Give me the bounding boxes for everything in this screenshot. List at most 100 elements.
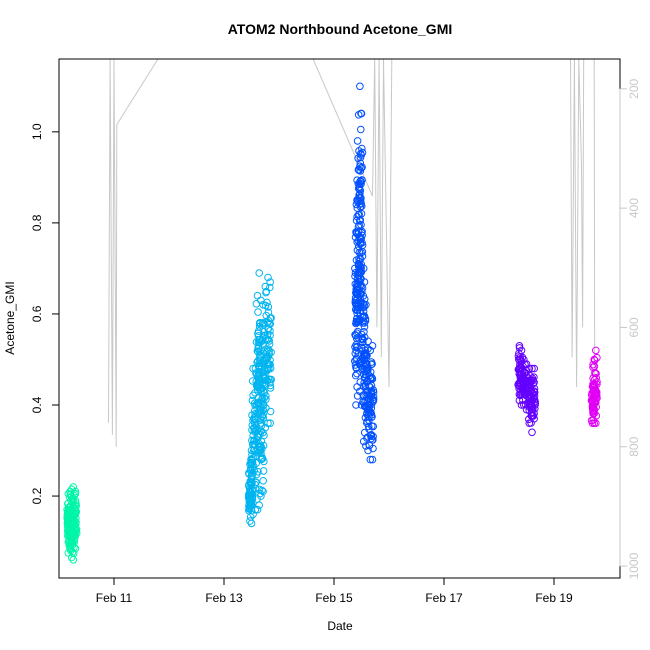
data-point-1-3-7 bbox=[252, 478, 260, 487]
data-point-2-4-27 bbox=[360, 295, 369, 303]
data-point-1-6-end0 bbox=[257, 492, 265, 500]
data-point-1-3-11 bbox=[252, 459, 261, 468]
data-point-3-6-7 bbox=[531, 401, 539, 409]
data-point-2-2-27 bbox=[355, 185, 364, 194]
y-tick-label-2: 0.6 bbox=[30, 305, 44, 322]
data-point-2-8-16 bbox=[368, 375, 377, 383]
data-point-2-6-end0 bbox=[364, 446, 372, 455]
data-point-1-5-end0 bbox=[255, 501, 264, 510]
data-point-1-10-8 bbox=[266, 331, 274, 340]
data-point-0-4-10 bbox=[72, 529, 81, 537]
data-point-2-5-22 bbox=[361, 317, 370, 325]
data-point-2-0-25 bbox=[353, 342, 361, 351]
data-point-4-2-13 bbox=[593, 378, 601, 386]
data-point-2-8-end0 bbox=[368, 455, 377, 464]
data-point-2-4-8 bbox=[359, 338, 367, 347]
data-point-1-5-15 bbox=[255, 367, 263, 376]
data-point-4-2-1 bbox=[592, 411, 601, 420]
data-point-2-7-4 bbox=[367, 431, 376, 439]
data-point-2-8-20 bbox=[367, 387, 376, 395]
data-point-3-6-11 bbox=[530, 395, 539, 404]
y-axis-title: Acetone_GMI bbox=[3, 281, 17, 354]
data-point-2-8-3 bbox=[369, 444, 377, 453]
data-point-3-1-18 bbox=[518, 353, 527, 362]
x-tick-label-1: Feb 13 bbox=[205, 591, 243, 605]
data-point-2-5-13 bbox=[361, 370, 370, 379]
data-point-3-6-end1 bbox=[530, 364, 539, 373]
data-point-2-8-end1 bbox=[368, 342, 377, 350]
data-point-1-10-9 bbox=[266, 384, 275, 392]
data-point-1-9-21 bbox=[264, 324, 272, 333]
data-point-1-4-end1 bbox=[253, 291, 262, 300]
data-point-2-3-10 bbox=[358, 231, 366, 240]
data-point-2-4-31 bbox=[359, 307, 368, 316]
data-point-1-6-32 bbox=[256, 351, 264, 359]
data-point-2-3-49 bbox=[356, 159, 365, 167]
data-point-1-6-18 bbox=[257, 422, 266, 430]
data-point-1-4-33 bbox=[252, 300, 261, 308]
data-point-3-6-15 bbox=[530, 373, 538, 382]
right-tick-label-2: 600 bbox=[627, 317, 641, 337]
data-point-2-8-22 bbox=[368, 360, 376, 368]
data-point-2-4-26 bbox=[359, 317, 368, 325]
data-point-3-6-end0 bbox=[530, 414, 539, 423]
data-point-1-10-3 bbox=[266, 360, 274, 369]
pressure-trace-line bbox=[108, 59, 596, 447]
data-point-0-3-end1 bbox=[69, 483, 78, 491]
data-point-1-9-18 bbox=[263, 298, 271, 307]
data-point-2-2-end1 bbox=[356, 82, 364, 91]
data-point-2-3-42 bbox=[356, 167, 365, 175]
data-point-0-4-22 bbox=[70, 504, 79, 513]
data-point-1-1-19 bbox=[248, 490, 257, 499]
data-point-1-7-12 bbox=[259, 414, 268, 422]
x-tick-label-0: Feb 11 bbox=[96, 591, 133, 605]
data-point-2-8-8 bbox=[369, 432, 377, 441]
y-tick-label-4: 1.0 bbox=[30, 123, 44, 140]
data-point-3-6-13 bbox=[530, 384, 539, 393]
data-point-2-8-18 bbox=[367, 400, 376, 409]
data-point-1-7-19 bbox=[259, 410, 268, 419]
data-point-2-3-12 bbox=[357, 264, 365, 273]
x-tick-label-3: Feb 17 bbox=[425, 591, 463, 605]
data-point-1-7-16 bbox=[259, 428, 267, 437]
data-point-4-2-15 bbox=[591, 391, 600, 400]
data-point-2-3-39 bbox=[357, 164, 366, 172]
data-point-2-3-18 bbox=[357, 248, 365, 257]
data-point-2-7-13 bbox=[366, 409, 374, 417]
right-tick-label-4: 1000 bbox=[627, 552, 641, 579]
data-point-1-9-end1 bbox=[264, 273, 272, 282]
data-point-1-7-32 bbox=[259, 318, 268, 327]
x-tick-label-2: Feb 15 bbox=[315, 591, 353, 605]
data-point-2-6-7 bbox=[364, 422, 373, 431]
data-point-2-3-46 bbox=[358, 148, 367, 157]
data-point-2-2-55 bbox=[356, 197, 365, 205]
data-point-0-4-7 bbox=[70, 534, 79, 543]
data-point-2-8-23 bbox=[367, 392, 376, 401]
data-point-2-8-10 bbox=[369, 422, 378, 431]
data-point-1-1-11 bbox=[247, 491, 256, 500]
data-point-0-3-end0 bbox=[69, 556, 78, 564]
data-point-4-2-20 bbox=[592, 369, 600, 378]
data-point-3-5-end1 bbox=[528, 364, 536, 373]
data-point-2-3-43 bbox=[358, 176, 366, 184]
data-point-1-6-11 bbox=[257, 449, 265, 458]
data-point-1-0-end0 bbox=[246, 517, 254, 525]
data-point-2-4-30 bbox=[359, 312, 368, 321]
y-tick-label-3: 0.8 bbox=[30, 214, 44, 231]
data-point-0-4-20 bbox=[70, 516, 79, 525]
data-point-3-1-end0 bbox=[517, 401, 526, 409]
data-point-1-8-end1 bbox=[261, 282, 270, 291]
data-point-2-1-44 bbox=[353, 246, 362, 255]
data-point-2-6-10 bbox=[363, 417, 371, 426]
data-point-2-4-20 bbox=[360, 323, 369, 331]
data-point-1-2-16 bbox=[248, 458, 256, 467]
data-point-1-10-4 bbox=[267, 375, 276, 384]
data-point-0-3-9 bbox=[68, 538, 77, 547]
data-point-1-4-25 bbox=[254, 327, 263, 336]
data-point-1-7-end0 bbox=[259, 487, 267, 496]
x-tick-label-4: Feb 19 bbox=[535, 591, 573, 605]
plot-frame bbox=[58, 58, 621, 579]
data-point-1-4-6 bbox=[254, 468, 262, 476]
data-point-2-8-4 bbox=[369, 436, 377, 444]
data-point-1-7-5 bbox=[259, 467, 268, 475]
